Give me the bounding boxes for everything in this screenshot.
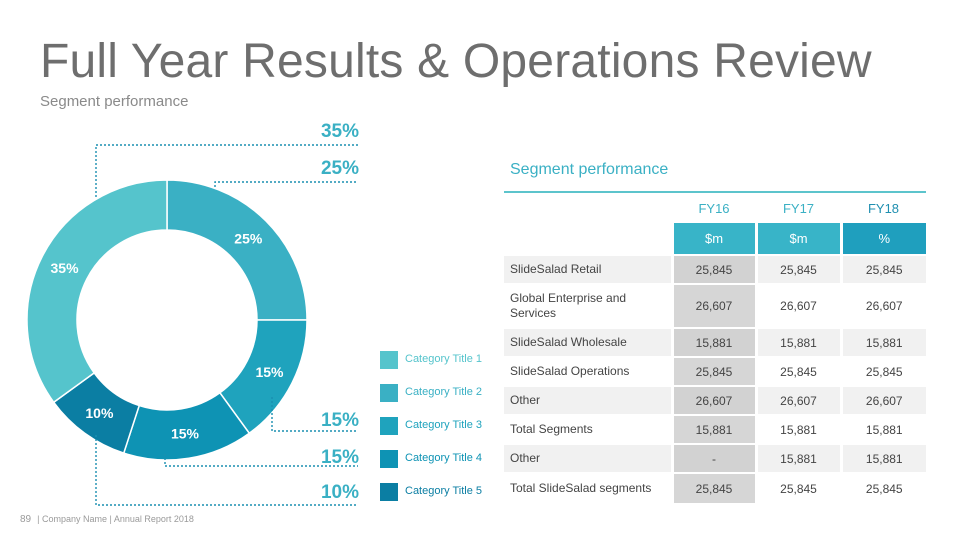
callout-percentage: 25%: [321, 158, 359, 179]
table-row: SlideSalad Wholesale 15,881 15,881 15,881: [504, 327, 926, 357]
donut-slice: [26, 179, 168, 404]
row-label: Global Enterprise and Services: [504, 283, 672, 328]
callout-percentage: 35%: [321, 121, 359, 142]
donut-chart: 25% 15% 15% 10% 35% 35% 25% 15% 15% 10%: [26, 121, 359, 506]
row-label: SlideSalad Wholesale: [504, 327, 672, 357]
slice-label: 15%: [171, 426, 200, 442]
legend-swatch: [380, 384, 398, 402]
cell-value: 25,845: [754, 472, 841, 503]
row-label: Total Segments: [504, 414, 672, 444]
page-title: Full Year Results & Operations Review: [40, 35, 872, 88]
cell-value: 26,607: [670, 385, 756, 415]
unit-spacer: [504, 223, 672, 255]
header-spacer: [504, 193, 672, 223]
cell-value: 25,845: [670, 356, 756, 386]
donut-slice: [166, 179, 308, 321]
table-row: SlideSalad Retail 25,845 25,845 25,845: [504, 254, 926, 284]
cell-value: 26,607: [839, 283, 926, 328]
callout-percentage: 15%: [321, 410, 359, 431]
table-row: SlideSalad Operations 25,845 25,845 25,845: [504, 356, 926, 386]
cell-value: 26,607: [670, 283, 756, 328]
legend-item: Category Title 2: [380, 383, 500, 403]
callout-percentage: 15%: [321, 447, 359, 468]
legend-item: Category Title 1: [380, 350, 500, 370]
leader-line: [164, 454, 358, 467]
legend-swatch: [380, 417, 398, 435]
callout-percentage: 10%: [321, 482, 359, 503]
unit-header: $m: [754, 223, 841, 255]
row-label: SlideSalad Operations: [504, 356, 672, 386]
slice-label: 15%: [255, 364, 284, 380]
leader-line: [95, 144, 358, 197]
row-label: SlideSalad Retail: [504, 254, 672, 284]
table-row: Other -15,881 15,881: [504, 443, 926, 473]
legend-swatch: [380, 450, 398, 468]
legend-item: Category Title 3: [380, 416, 500, 436]
unit-header: %: [839, 223, 926, 255]
row-label: Total SlideSalad segments: [504, 472, 672, 503]
page-subtitle: Segment performance: [40, 93, 189, 110]
cell-value: 25,845: [754, 356, 841, 386]
leader-line: [214, 181, 358, 187]
legend-item: Category Title 4: [380, 449, 500, 469]
legend-swatch: [380, 351, 398, 369]
cell-value: 26,607: [839, 385, 926, 415]
cell-value: 15,881: [754, 414, 841, 444]
segment-table: FY16 FY17 FY18 $m $m % SlideSalad Retail…: [504, 193, 926, 503]
cell-value: 15,881: [754, 327, 841, 357]
leader-line: [95, 435, 358, 506]
cell-value: 25,845: [670, 472, 756, 503]
row-label: Other: [504, 443, 672, 473]
cell-value: 25,845: [839, 472, 926, 503]
table-row: Total SlideSalad segments 25,845 25,845 25,…: [504, 472, 926, 503]
legend-label: Category Title 4: [405, 452, 483, 464]
unit-header: $m: [670, 223, 756, 255]
legend-swatch: [380, 483, 398, 501]
cell-value: 25,845: [754, 254, 841, 284]
row-label: Other: [504, 385, 672, 415]
table-title: Segment performance: [510, 161, 669, 178]
table-row: Total Segments 15,881 15,881 15,881: [504, 414, 926, 444]
cell-value: 15,881: [670, 327, 756, 357]
table-rule: [504, 191, 926, 193]
column-header: FY18: [867, 200, 900, 216]
footer-text: | Company Name | Annual Report 2018: [37, 514, 194, 524]
slice-label: 25%: [234, 231, 263, 247]
cell-value: 15,881: [754, 443, 841, 473]
table-row: Global Enterprise and Services 26,607 26,6…: [504, 283, 926, 328]
legend-item: Category Title 5: [380, 482, 500, 502]
cell-value: 25,845: [839, 254, 926, 284]
slice-label: 10%: [85, 405, 114, 421]
footer: 89 | Company Name | Annual Report 2018: [20, 514, 194, 525]
column-header: FY16: [698, 200, 730, 216]
page-number: 89: [20, 514, 32, 525]
cell-value: 15,881: [839, 414, 926, 444]
cell-value: 25,845: [839, 356, 926, 386]
legend-label: Category Title 3: [405, 419, 483, 431]
slice-label: 35%: [51, 260, 80, 276]
leader-line: [271, 397, 358, 432]
cell-value: 26,607: [754, 385, 841, 415]
legend-label: Category Title 2: [405, 386, 483, 398]
cell-value: 15,881: [839, 327, 926, 357]
cell-value: -: [670, 443, 756, 473]
legend-label: Category Title 5: [405, 485, 483, 497]
cell-value: 15,881: [670, 414, 756, 444]
cell-value: 26,607: [754, 283, 841, 328]
table-row: Other 26,607 26,607 26,607: [504, 385, 926, 415]
cell-value: 25,845: [670, 254, 756, 284]
legend-label: Category Title 1: [405, 353, 483, 365]
cell-value: 15,881: [839, 443, 926, 473]
column-header: FY17: [782, 200, 815, 216]
